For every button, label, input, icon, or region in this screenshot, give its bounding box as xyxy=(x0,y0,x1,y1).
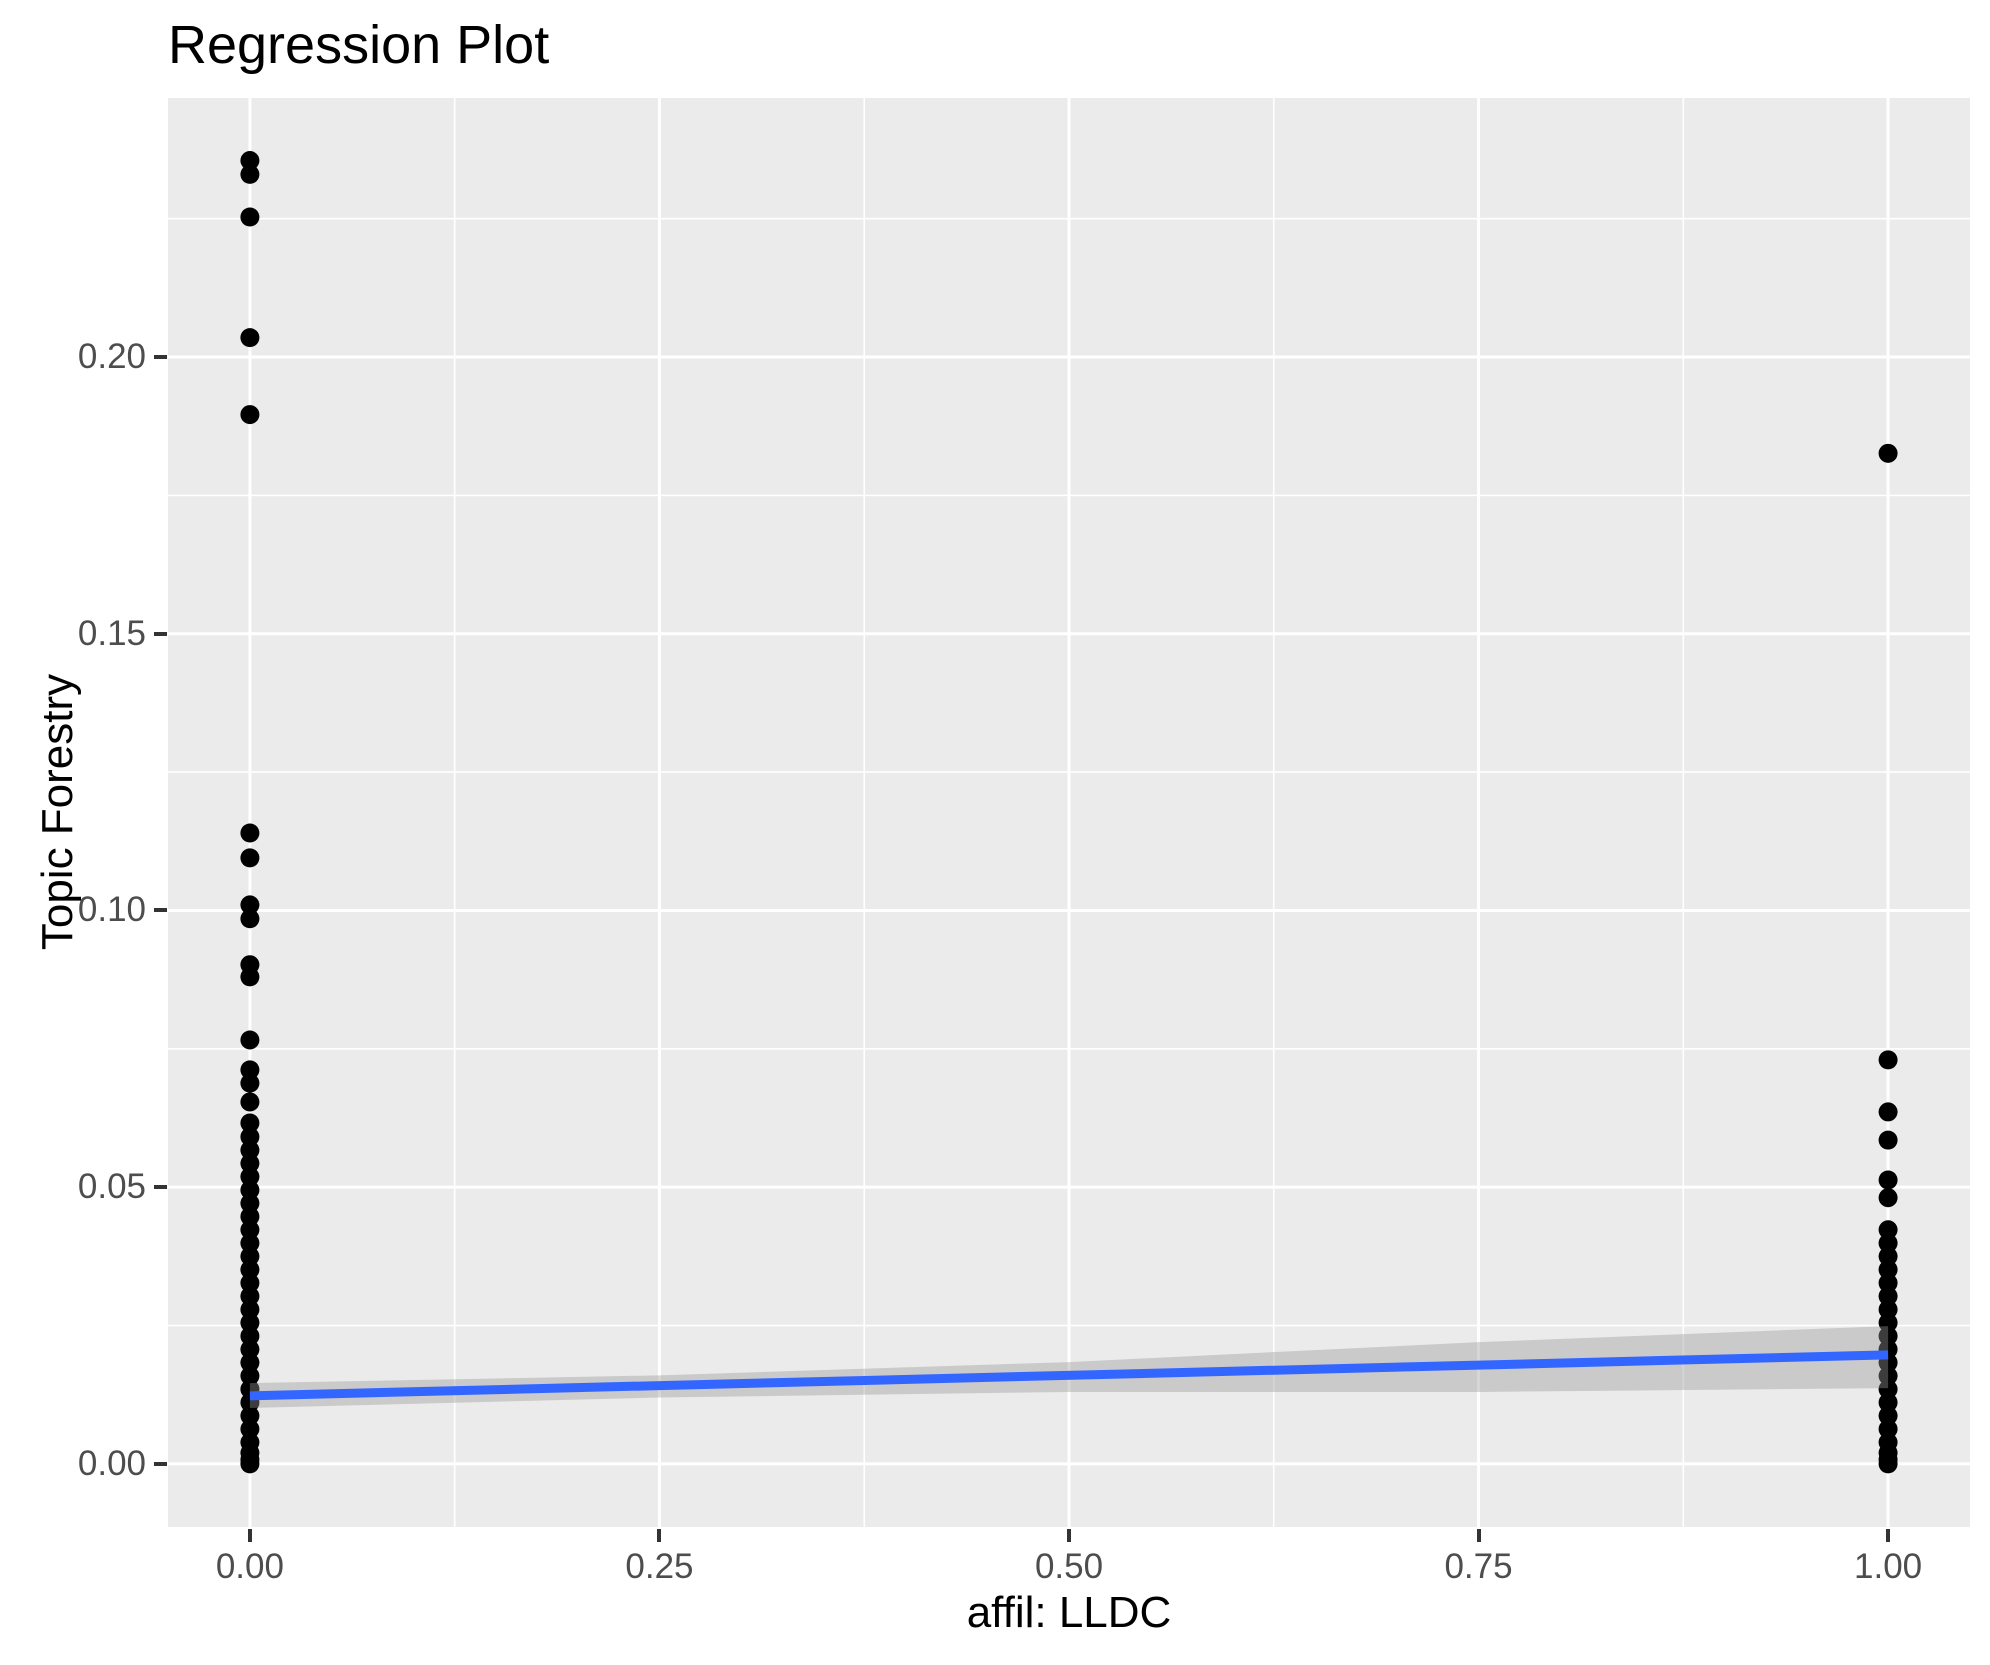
data-point xyxy=(240,1246,260,1266)
y-tick-label: 0.15 xyxy=(77,613,146,653)
data-point xyxy=(1878,1379,1898,1399)
chart-title: Regression Plot xyxy=(168,15,550,75)
y-tick-mark xyxy=(154,1185,167,1190)
data-point xyxy=(1878,1454,1898,1474)
x-tick-label: 1.00 xyxy=(1854,1547,1923,1586)
data-point xyxy=(240,1454,260,1474)
data-point xyxy=(240,164,260,184)
y-tick-mark xyxy=(154,631,167,636)
data-point xyxy=(240,1113,260,1133)
data-point xyxy=(240,405,260,425)
x-tick-mark xyxy=(1476,1529,1481,1542)
x-tick-mark xyxy=(1886,1529,1891,1542)
data-point xyxy=(1878,1246,1898,1266)
data-point xyxy=(240,1366,260,1386)
data-point xyxy=(1878,1366,1898,1386)
data-point xyxy=(240,1092,260,1112)
data-point xyxy=(240,1167,260,1187)
x-axis-title: affil: LLDC xyxy=(966,1588,1172,1637)
data-point xyxy=(1878,1313,1898,1333)
data-point xyxy=(240,967,260,987)
data-point xyxy=(1878,1102,1898,1122)
data-point xyxy=(240,1406,260,1426)
y-tick-label: 0.10 xyxy=(77,890,146,930)
x-tick-mark xyxy=(247,1529,252,1542)
y-tick-mark xyxy=(154,908,167,913)
data-point xyxy=(240,1339,260,1359)
y-tick-label: 0.20 xyxy=(77,337,146,376)
data-point xyxy=(240,1353,260,1373)
data-point xyxy=(240,1286,260,1306)
data-point xyxy=(1878,1130,1898,1150)
data-point xyxy=(240,1273,260,1293)
data-point xyxy=(240,1140,260,1160)
x-tick-mark xyxy=(657,1529,662,1542)
data-point xyxy=(1878,1170,1898,1190)
data-point xyxy=(240,1313,260,1333)
data-point xyxy=(240,207,260,227)
x-tick-mark xyxy=(1067,1529,1071,1542)
data-point xyxy=(1878,1220,1898,1240)
data-point xyxy=(240,1233,260,1253)
x-tick-label: 0.00 xyxy=(215,1547,284,1586)
data-point xyxy=(240,1326,260,1346)
y-tick-mark xyxy=(154,1461,167,1466)
x-tick-label: 0.25 xyxy=(625,1547,694,1586)
data-point xyxy=(240,1127,260,1147)
data-point xyxy=(240,1073,260,1093)
data-point xyxy=(240,1193,260,1213)
data-point xyxy=(1878,1273,1898,1293)
plot-panel xyxy=(168,98,1970,1527)
data-point xyxy=(240,1260,260,1280)
data-point xyxy=(240,328,260,348)
data-point xyxy=(240,1419,260,1439)
data-point xyxy=(1878,1233,1898,1253)
data-point xyxy=(240,1207,260,1227)
data-point xyxy=(1878,1326,1898,1346)
data-point xyxy=(240,1030,260,1050)
data-point xyxy=(1878,1419,1898,1439)
data-point xyxy=(240,151,260,171)
data-point xyxy=(1878,1260,1898,1280)
data-point xyxy=(1878,1286,1898,1306)
data-point xyxy=(1878,1406,1898,1426)
data-point xyxy=(240,1220,260,1240)
y-tick-label: 0.00 xyxy=(77,1443,146,1483)
data-point xyxy=(240,1153,260,1173)
data-point xyxy=(240,1299,260,1319)
y-axis-title: Topic Forestry xyxy=(33,673,82,951)
x-tick-label: 0.50 xyxy=(1034,1547,1104,1586)
plot-area-svg xyxy=(168,98,1970,1527)
data-point xyxy=(240,909,260,929)
data-point xyxy=(240,848,260,868)
data-point xyxy=(240,895,260,915)
data-point xyxy=(1878,1050,1898,1070)
x-tick-label: 0.75 xyxy=(1444,1547,1513,1586)
data-point xyxy=(240,1060,260,1080)
data-point xyxy=(1878,1392,1898,1412)
data-point xyxy=(1878,1299,1898,1319)
y-tick-mark xyxy=(154,355,167,359)
y-tick-label: 0.05 xyxy=(77,1167,146,1207)
data-point xyxy=(240,1180,260,1200)
data-point xyxy=(1878,1188,1898,1208)
data-point xyxy=(1878,443,1898,463)
regression-line xyxy=(249,1350,1889,1401)
data-point xyxy=(240,823,260,843)
